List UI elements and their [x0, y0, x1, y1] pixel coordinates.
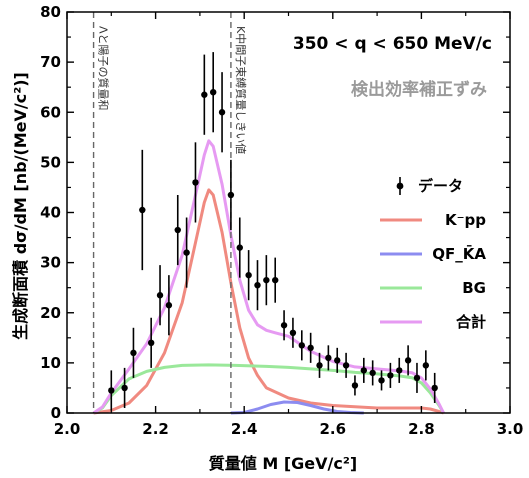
data-point: [147, 339, 155, 347]
data-point: [156, 292, 164, 299]
x-axis-label: 質量値 M [GeV/c²]: [209, 454, 357, 473]
data-point: [218, 109, 226, 116]
threshold-lines: Λと陽子の質量和 K中間子束縛質量しきい値: [92, 12, 248, 413]
data-point: [325, 354, 332, 362]
data-points: [108, 52, 438, 411]
y-tick-label: 60: [40, 103, 61, 121]
data-point: [130, 349, 137, 357]
x-tick-label: 2.4: [231, 420, 258, 438]
y-tick-label: 0: [51, 404, 61, 422]
data-point: [351, 382, 359, 389]
y-tick-label: 70: [40, 53, 61, 71]
legend-label: 合計: [455, 313, 486, 331]
axis-ticks: [66, 11, 511, 414]
y-axis-label: 生成断面積 dσ/dM [nb/(MeV/c²)]: [11, 72, 30, 340]
data-point: [404, 357, 412, 364]
data-point: [227, 191, 235, 199]
y-tick-label: 20: [40, 304, 61, 322]
data-point: [201, 91, 208, 98]
data-point: [369, 369, 376, 377]
data-point: [387, 372, 394, 379]
x-tick-label: 2.8: [408, 420, 435, 438]
data-point: [316, 362, 323, 369]
data-point: [108, 387, 115, 394]
legend-swatch-point: [396, 182, 404, 190]
data-point: [272, 276, 279, 284]
data-point: [396, 367, 403, 374]
data-point: [307, 344, 314, 352]
data-point: [413, 374, 421, 382]
data-point: [263, 276, 270, 284]
legend-label: K⁻pp: [445, 211, 486, 229]
x-tick-label: 2.2: [142, 420, 169, 438]
data-point: [174, 226, 181, 234]
y-tick-label: 50: [40, 153, 61, 171]
data-point: [431, 384, 438, 392]
y-tick-label: 30: [40, 254, 61, 272]
data-point: [165, 302, 173, 309]
data-point: [209, 89, 217, 96]
data-point: [121, 384, 128, 392]
data-point: [378, 377, 385, 384]
data-point: [192, 179, 199, 186]
data-point: [280, 322, 288, 329]
data-point: [360, 367, 368, 374]
model-curves: [92, 139, 445, 415]
data-point: [334, 357, 341, 364]
data-point: [254, 281, 261, 289]
x-tick-label: 2.0: [54, 420, 81, 438]
data-point: [245, 271, 252, 279]
legend: データ K⁻pp QF_K̄A BG 合計: [380, 177, 486, 331]
momentum-range-annotation: 350 < q < 650 MeV/c: [293, 34, 492, 54]
data-point: [183, 249, 190, 256]
series-line-2: [230, 400, 364, 415]
x-tick-label: 2.6: [320, 420, 347, 438]
x-tick-label: 3.0: [497, 420, 524, 438]
efficiency-corrected-annotation: 検出効率補正ずみ: [351, 79, 487, 100]
y-tick-label: 10: [40, 354, 61, 372]
series-line-1: [93, 188, 445, 415]
data-point: [342, 362, 350, 369]
legend-label: QF_K̄A: [432, 243, 486, 263]
series-line-3: [92, 363, 445, 415]
legend-label: データ: [418, 177, 463, 195]
data-point: [298, 342, 305, 349]
vertical-line-label-2: K中間子束縛質量しきい値: [234, 26, 248, 154]
y-tick-label: 80: [40, 3, 61, 21]
vertical-line-label-1: Λと陽子の質量和: [97, 26, 111, 111]
data-point: [236, 244, 243, 251]
data-point: [422, 362, 430, 369]
legend-label: BG: [462, 279, 486, 297]
y-tick-label: 40: [40, 204, 61, 222]
data-point: [139, 206, 146, 214]
series-line-4: [92, 139, 445, 415]
axis-tick-labels: 2.0 2.2 2.4 2.6 2.8 3.0 0 10 20 30 40 50 60 70 80: [40, 3, 523, 438]
data-point: [289, 329, 297, 336]
